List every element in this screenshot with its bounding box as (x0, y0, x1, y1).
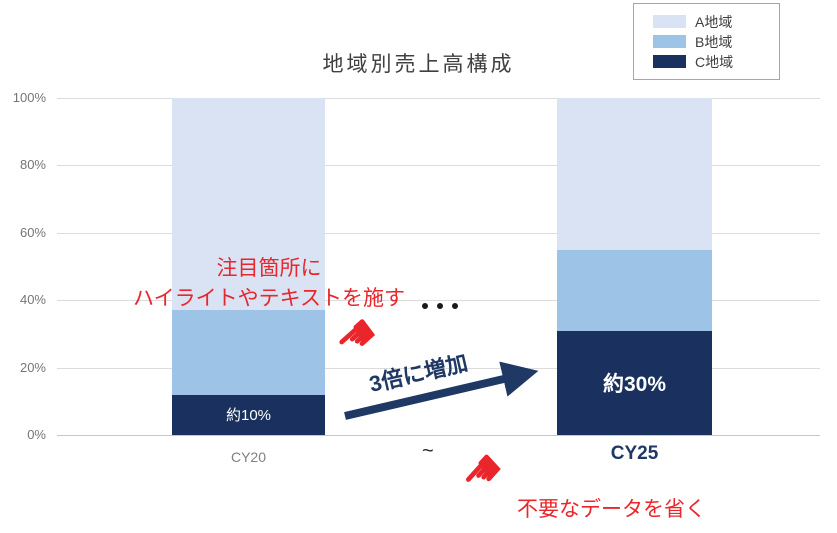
bar-segment-C地域 (172, 394, 325, 435)
bar-data-label: 約10% (225, 407, 272, 425)
annotation-highlight-line2: ハイライトやテキストを施す (133, 287, 405, 310)
chart-title: 地域別売上高構成 (322, 53, 515, 76)
bar-segment-B地域 (557, 249, 712, 331)
bar-data-label: 約30% (602, 372, 667, 396)
axis-break-tilde: ~ (422, 440, 434, 462)
y-axis-tick-label: 40% (19, 292, 46, 308)
dot (437, 303, 443, 309)
legend-item: C地域 (653, 55, 779, 69)
ellipsis-dots-icon (422, 303, 458, 309)
bar-segment-B地域 (172, 310, 325, 395)
dot (422, 303, 428, 309)
annotation-highlight-line1: 注目箇所に (216, 257, 322, 280)
y-axis-tick-label: 0% (27, 427, 46, 442)
gridline (57, 232, 820, 234)
x-axis-category-label: CY25 (610, 443, 659, 464)
legend-item: B地域 (653, 35, 779, 49)
y-axis-tick-label: 100% (12, 90, 46, 105)
bar-segment-A地域 (172, 98, 325, 311)
gridline (57, 435, 820, 436)
legend-swatch (653, 55, 686, 68)
legend-label: B地域 (695, 33, 733, 50)
gridline (57, 300, 820, 302)
chart-legend: A地域 B地域 C地域 (633, 3, 780, 80)
gridline (57, 98, 820, 99)
legend-label: A地域 (695, 13, 733, 30)
gridline (57, 165, 820, 167)
x-axis-category-label: CY20 (230, 449, 267, 465)
legend-item: A地域 (653, 15, 779, 29)
y-axis-tick-label: 60% (19, 224, 46, 240)
bar-segment-C地域 (557, 330, 712, 435)
dot (452, 303, 458, 309)
legend-swatch (653, 35, 686, 48)
bar-segment-A地域 (557, 98, 712, 250)
y-axis-tick-label: 20% (19, 359, 46, 375)
growth-arrow-icon (344, 361, 539, 420)
legend-label: C地域 (695, 53, 734, 70)
pointer-hand-icon: ☚ (448, 439, 517, 507)
annotation-omit-note: 不要なデータを省く (517, 498, 706, 521)
gridline (57, 367, 820, 369)
y-axis-tick-label: 80% (19, 157, 46, 173)
legend-swatch (653, 15, 686, 28)
annotation-highlight-note: 注目箇所に ハイライトやテキストを施す (118, 254, 420, 314)
